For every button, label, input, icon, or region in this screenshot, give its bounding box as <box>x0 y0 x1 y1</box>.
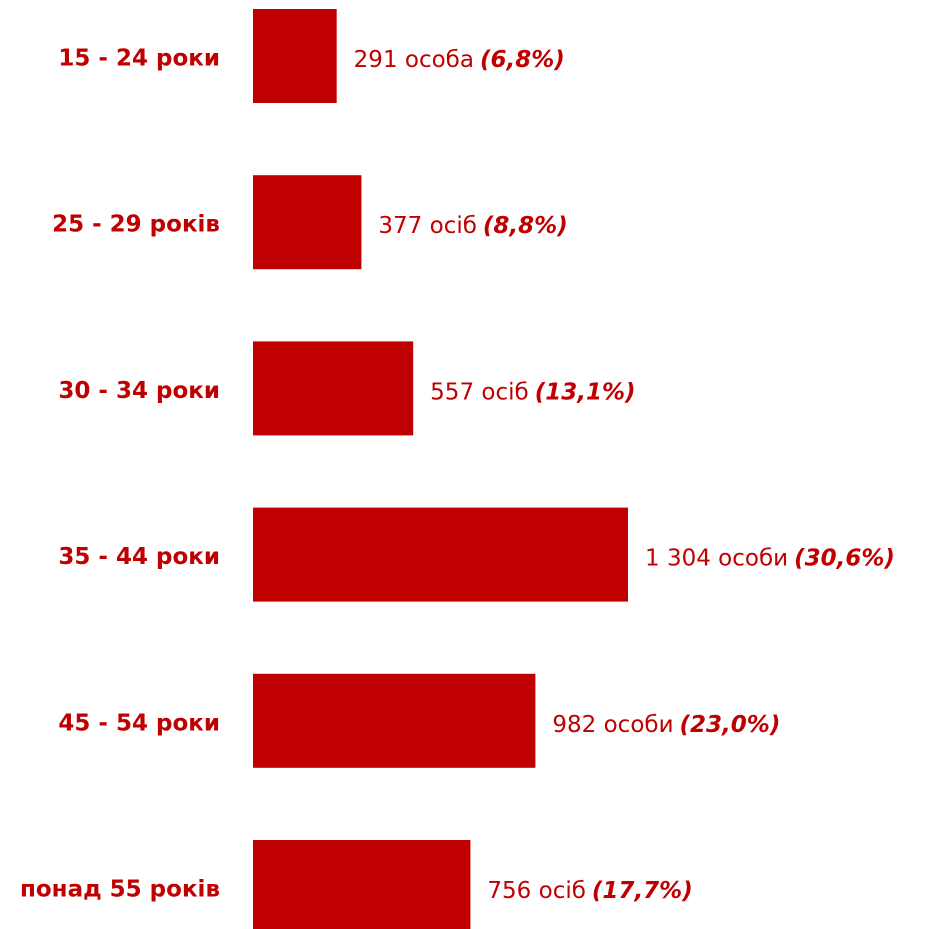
category-label: понад 55 років <box>20 877 220 903</box>
percent-label: (30,6%) <box>794 545 895 571</box>
value-label: 557 осіб <box>430 379 529 405</box>
bar <box>253 341 414 436</box>
value-label: 377 осіб <box>378 213 477 239</box>
data-label: 1 304 особи (30,6%) <box>645 545 895 571</box>
data-label: 291 особа (6,8%) <box>354 47 565 73</box>
category-label: 45 - 54 роки <box>58 710 220 736</box>
category-label: 25 - 29 років <box>52 212 220 238</box>
category-label: 35 - 44 роки <box>58 544 220 570</box>
percent-label: (13,1%) <box>535 379 636 405</box>
bar <box>253 840 471 929</box>
percent-label: (6,8%) <box>480 47 565 73</box>
data-label: 756 осіб (17,7%) <box>487 878 692 904</box>
category-label: 15 - 24 роки <box>58 46 220 72</box>
category-label: 30 - 34 роки <box>58 378 220 404</box>
data-label: 557 осіб (13,1%) <box>430 379 635 405</box>
value-label: 756 осіб <box>487 878 586 904</box>
data-label: 982 особи (23,0%) <box>552 711 780 737</box>
percent-label: (8,8%) <box>483 213 568 239</box>
bar <box>253 507 628 602</box>
percent-label: (23,0%) <box>680 711 781 737</box>
bar <box>253 175 362 270</box>
percent-label: (17,7%) <box>592 878 693 904</box>
bar <box>253 673 536 768</box>
value-label: 1 304 особи <box>645 545 788 571</box>
bar <box>253 9 337 103</box>
value-label: 291 особа <box>354 47 474 73</box>
data-label: 377 осіб (8,8%) <box>378 213 567 239</box>
value-label: 982 особи <box>552 711 673 737</box>
